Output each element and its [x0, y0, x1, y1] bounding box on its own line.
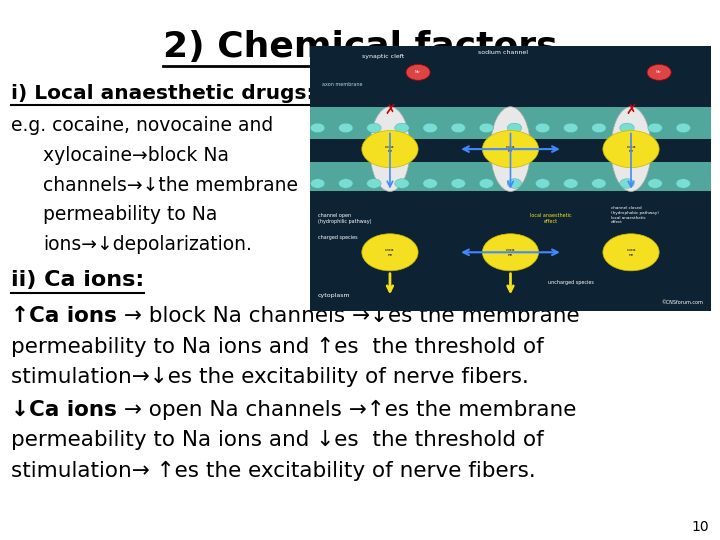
- Circle shape: [508, 179, 522, 188]
- Circle shape: [338, 123, 353, 133]
- Text: coca
ne: coca ne: [505, 145, 516, 153]
- Circle shape: [482, 131, 539, 167]
- Circle shape: [676, 123, 690, 133]
- Circle shape: [406, 64, 430, 80]
- Text: coca
ne: coca ne: [385, 145, 395, 153]
- Circle shape: [451, 123, 466, 133]
- Circle shape: [310, 123, 325, 133]
- Text: channels→↓the membrane: channels→↓the membrane: [43, 176, 298, 195]
- Text: ✗: ✗: [625, 103, 636, 117]
- Text: ©CNSforum.com: ©CNSforum.com: [662, 300, 703, 305]
- Text: Na⁺: Na⁺: [415, 70, 421, 75]
- Circle shape: [536, 123, 550, 133]
- Text: → open Na channels →↑es the membrane: → open Na channels →↑es the membrane: [117, 400, 576, 420]
- Text: channel open
(hydrophilic pathway): channel open (hydrophilic pathway): [318, 213, 371, 224]
- Circle shape: [366, 123, 381, 133]
- Text: Ca ions: Ca ions: [29, 306, 117, 326]
- Text: permeability to Na ions and ↓es  the threshold of: permeability to Na ions and ↓es the thre…: [11, 430, 544, 450]
- Circle shape: [676, 179, 690, 188]
- Text: cytoplasm: cytoplasm: [318, 293, 350, 298]
- Text: coca
ne: coca ne: [385, 248, 395, 256]
- Ellipse shape: [370, 107, 410, 191]
- Ellipse shape: [611, 107, 651, 191]
- Text: coca
ne: coca ne: [626, 145, 636, 153]
- Circle shape: [647, 64, 671, 80]
- Circle shape: [564, 123, 578, 133]
- Circle shape: [508, 123, 522, 133]
- Circle shape: [362, 131, 418, 167]
- Text: stimulation→↓es the excitability of nerve fibers.: stimulation→↓es the excitability of nerv…: [11, 367, 528, 387]
- Circle shape: [479, 123, 494, 133]
- Circle shape: [479, 179, 494, 188]
- Text: coca
ne: coca ne: [505, 248, 516, 256]
- Bar: [310, 107, 711, 138]
- Text: sodium channel: sodium channel: [478, 50, 528, 55]
- Circle shape: [338, 179, 353, 188]
- Circle shape: [536, 179, 550, 188]
- Text: i) Local anaesthetic drugs:: i) Local anaesthetic drugs:: [11, 84, 315, 103]
- Circle shape: [592, 179, 606, 188]
- Text: charged species: charged species: [318, 235, 357, 240]
- Text: coca
ne: coca ne: [626, 248, 636, 256]
- Text: permeability to Na ions and ↑es  the threshold of: permeability to Na ions and ↑es the thre…: [11, 336, 544, 356]
- Text: axon membrane: axon membrane: [322, 82, 362, 86]
- Circle shape: [603, 131, 659, 167]
- Circle shape: [564, 179, 578, 188]
- Text: ↓: ↓: [11, 400, 29, 420]
- Text: ✗: ✗: [384, 103, 396, 117]
- Text: xylocaine→block Na: xylocaine→block Na: [43, 146, 229, 165]
- Text: synaptic cleft: synaptic cleft: [362, 54, 404, 59]
- Text: ↑: ↑: [11, 306, 29, 326]
- Circle shape: [482, 234, 539, 271]
- Text: channel closed
(hydrophobic pathway)
local anaesthetic
effect: channel closed (hydrophobic pathway) loc…: [611, 206, 659, 224]
- Bar: [310, 163, 711, 191]
- Circle shape: [362, 234, 418, 271]
- Text: ii) Ca ions:: ii) Ca ions:: [11, 271, 144, 291]
- Circle shape: [423, 123, 437, 133]
- Text: Ca ions: Ca ions: [29, 400, 117, 420]
- Text: e.g. cocaine, novocaine and: e.g. cocaine, novocaine and: [11, 117, 273, 136]
- Circle shape: [592, 123, 606, 133]
- Circle shape: [648, 123, 662, 133]
- Text: stimulation→ ↑es the excitability of nerve fibers.: stimulation→ ↑es the excitability of ner…: [11, 461, 536, 481]
- Circle shape: [451, 179, 466, 188]
- Circle shape: [423, 179, 437, 188]
- Text: → block Na channels →↓es the membrane: → block Na channels →↓es the membrane: [117, 306, 580, 326]
- Text: Na⁺: Na⁺: [656, 70, 662, 75]
- Text: local anaesthetic
effect: local anaesthetic effect: [530, 213, 572, 224]
- Text: permeability to Na: permeability to Na: [43, 206, 217, 225]
- Circle shape: [395, 123, 409, 133]
- Text: 10: 10: [692, 519, 709, 534]
- Circle shape: [366, 179, 381, 188]
- Circle shape: [620, 123, 634, 133]
- Circle shape: [395, 179, 409, 188]
- Circle shape: [648, 179, 662, 188]
- Text: 2) Chemical factors: 2) Chemical factors: [163, 30, 557, 64]
- Text: uncharged species: uncharged species: [548, 280, 594, 285]
- Circle shape: [310, 179, 325, 188]
- Text: ions→↓depolarization.: ions→↓depolarization.: [43, 235, 252, 254]
- Circle shape: [620, 179, 634, 188]
- Ellipse shape: [490, 107, 531, 191]
- Circle shape: [603, 234, 659, 271]
